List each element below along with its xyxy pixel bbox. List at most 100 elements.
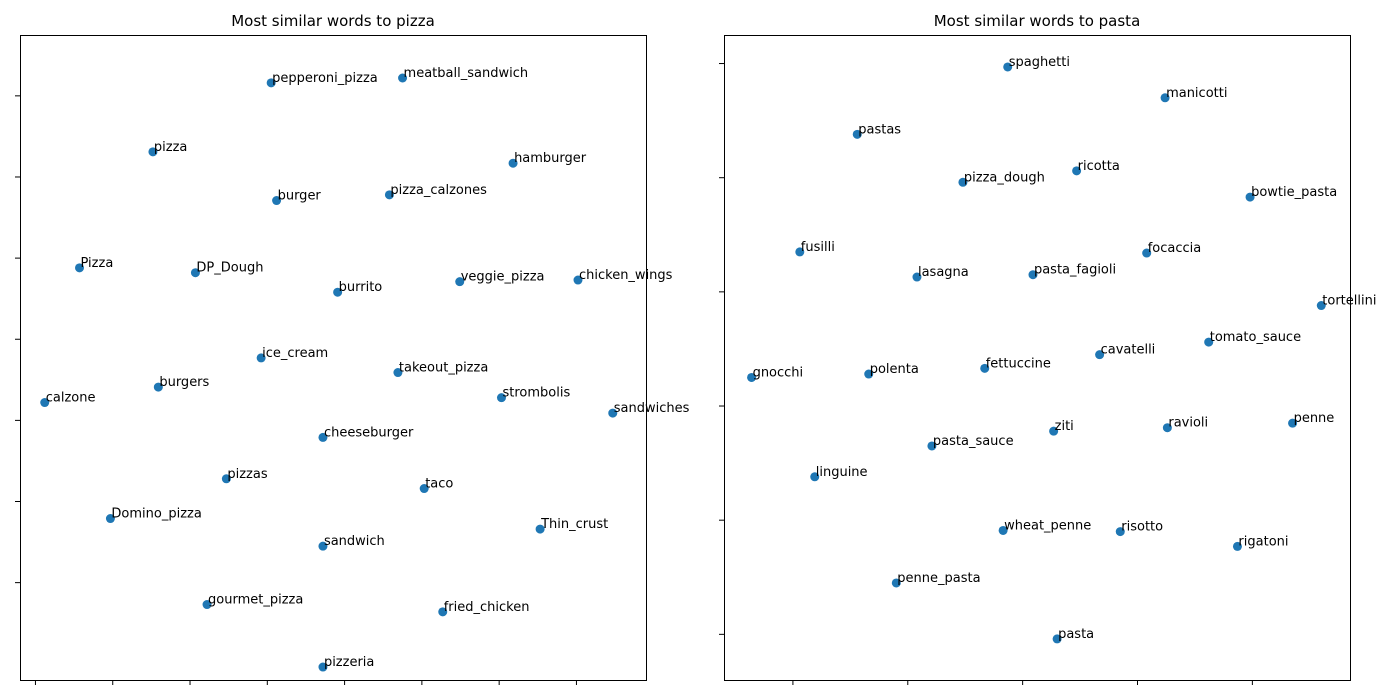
point-label: strombolis xyxy=(502,386,570,401)
scatter-point xyxy=(105,514,115,524)
point-label: tomato_sauce xyxy=(1210,330,1301,345)
scatter-point xyxy=(891,578,901,588)
scatter-point xyxy=(535,524,545,534)
scatter-point xyxy=(998,525,1008,535)
chart-title: Most similar words to pasta xyxy=(934,12,1141,30)
point-label: cheeseburger xyxy=(324,425,414,440)
scatter-point xyxy=(398,73,408,83)
point-label: pizza xyxy=(154,140,187,155)
point-label: pasta xyxy=(1058,627,1094,642)
scatter-point xyxy=(153,382,163,392)
chart-panel-pizza: Most similar words to pizza pepperoni_piz… xyxy=(15,12,690,685)
point-label: veggie_pizza xyxy=(461,270,545,285)
scatter-point xyxy=(256,353,266,363)
scatter-point xyxy=(384,190,394,200)
point-label: sandwich xyxy=(324,534,385,549)
scatter-point xyxy=(190,268,200,278)
scatter-point xyxy=(864,369,874,379)
scatter-point xyxy=(1142,248,1152,258)
point-label: pizza_calzones xyxy=(390,183,487,198)
point-label: fusilli xyxy=(801,240,835,255)
point-label: linguine xyxy=(816,465,868,480)
scatter-point xyxy=(927,441,937,451)
scatter-point xyxy=(1095,350,1105,360)
point-label: tortellini xyxy=(1322,294,1376,309)
scatter-point xyxy=(980,363,990,373)
point-label: burrito xyxy=(339,280,383,295)
point-label: pasta_fagioli xyxy=(1034,263,1116,278)
scatter-point xyxy=(318,432,328,442)
scatter-point xyxy=(75,263,85,273)
scatter-point xyxy=(1316,301,1326,311)
point-label: spaghetti xyxy=(1009,55,1070,70)
scatter-point xyxy=(393,368,403,378)
scatter-point xyxy=(1162,423,1172,433)
axes-frame xyxy=(20,35,647,681)
scatter-point xyxy=(1288,418,1298,428)
scatter-point xyxy=(1049,426,1059,436)
point-label: DP_Dough xyxy=(196,261,263,276)
point-label: taco xyxy=(425,477,453,492)
point-label: ziti xyxy=(1055,419,1074,434)
scatter-point xyxy=(810,472,820,482)
point-label: cavatelli xyxy=(1101,343,1156,358)
point-label: meatball_sandwich xyxy=(404,66,529,81)
point-label: calzone xyxy=(46,391,96,406)
point-label: pizzas xyxy=(227,467,267,482)
point-label: manicotti xyxy=(1166,86,1227,101)
scatter-point xyxy=(438,607,448,617)
point-label: focaccia xyxy=(1148,241,1202,256)
scatter-point xyxy=(958,177,968,187)
point-label: rigatoni xyxy=(1238,534,1288,549)
point-label: bowtie_pasta xyxy=(1251,185,1337,200)
scatter-point xyxy=(1115,527,1125,537)
point-label: fettuccine xyxy=(986,356,1051,371)
scatter-point xyxy=(1245,192,1255,202)
point-label: pepperoni_pizza xyxy=(272,71,378,86)
point-label: takeout_pizza xyxy=(399,361,488,376)
scatter-point xyxy=(202,600,212,610)
scatter-point xyxy=(573,275,583,285)
scatter-point xyxy=(852,129,862,139)
scatter-point xyxy=(1232,541,1242,551)
scatter-point xyxy=(40,398,50,408)
scatter-point xyxy=(333,287,343,297)
point-label: ravioli xyxy=(1168,416,1208,431)
point-label: penne xyxy=(1294,411,1335,426)
point-label: wheat_penne xyxy=(1004,518,1091,533)
scatter-point xyxy=(496,393,506,403)
scatter-point xyxy=(318,662,328,672)
scatter-point xyxy=(1003,62,1013,72)
scatter-point xyxy=(912,272,922,282)
scatter-point xyxy=(1052,634,1062,644)
point-label: polenta xyxy=(870,362,919,377)
point-label: pasta_sauce xyxy=(933,434,1014,449)
chart-title: Most similar words to pizza xyxy=(231,12,435,30)
scatter-point xyxy=(419,484,429,494)
point-label: fried_chicken xyxy=(444,600,530,615)
scatter-point xyxy=(221,474,231,484)
scatter-point xyxy=(1160,93,1170,103)
point-label: chicken_wings xyxy=(579,268,673,283)
point-label: hamburger xyxy=(514,151,587,166)
scatter-point xyxy=(508,158,518,168)
point-label: pizzeria xyxy=(324,655,374,670)
point-label: Thin_crust xyxy=(540,517,608,532)
point-label: burgers xyxy=(159,375,209,390)
point-label: pizza_dough xyxy=(964,170,1045,185)
scatter-point xyxy=(318,541,328,551)
scatter-point xyxy=(272,196,282,206)
point-label: gourmet_pizza xyxy=(208,593,303,608)
scatter-point xyxy=(608,408,618,418)
scatter-point xyxy=(455,277,465,287)
chart-panel-pasta: Most similar words to pasta spaghetti mani… xyxy=(719,12,1376,685)
point-label: ricotta xyxy=(1078,159,1120,174)
point-label: gnocchi xyxy=(753,365,804,380)
scatter-point xyxy=(266,78,276,88)
point-label: lasagna xyxy=(918,265,969,280)
point-label: pastas xyxy=(858,122,901,137)
point-label: ice_cream xyxy=(262,346,328,361)
scatter-point xyxy=(795,247,805,257)
scatter-point xyxy=(148,147,158,157)
